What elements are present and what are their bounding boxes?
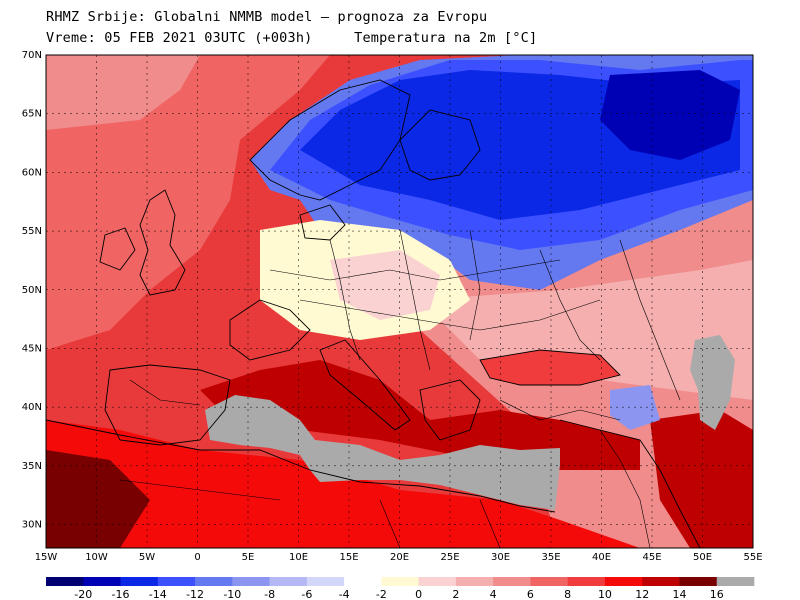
latitude-labels: 70N 65N 60N 55N 50N 45N 40N 35N 30N (22, 50, 42, 531)
longitude-label: 45E (642, 552, 661, 563)
legend-label: -20 (74, 588, 92, 600)
legend-swatch (455, 577, 494, 586)
latitude-label: 40N (22, 402, 42, 413)
alpine-zone (330, 250, 440, 320)
color-legend: -20 -16 -14 -12 -10 -8 -6 -4 -2 0 2 4 6 8 10 12 14 16 (46, 577, 755, 600)
longitude-label: 15E (339, 552, 358, 563)
latitude-label: 65N (22, 109, 42, 120)
mediterranean-hot-zone (200, 360, 640, 470)
north-africa-zone (46, 420, 640, 548)
legend-label: -2 (376, 588, 387, 600)
legend-label: 4 (490, 588, 497, 600)
latitude-label: 60N (22, 167, 42, 178)
longitude-label: 40E (592, 552, 611, 563)
legend-swatch (381, 577, 419, 586)
steppe-zone (420, 260, 753, 400)
extreme-cold-zone (600, 70, 740, 160)
longitude-label: 35E (541, 552, 560, 563)
map-title: RHMZ Srbije: Globalni NMMB model – progn… (46, 9, 488, 25)
latitude-label: 30N (22, 520, 42, 531)
legend-swatch (642, 577, 680, 586)
legend-swatch (567, 577, 606, 586)
legend-label: 16 (710, 588, 724, 600)
legend-label: -14 (149, 588, 167, 600)
legend-label: -12 (186, 588, 204, 600)
latitude-label: 45N (22, 343, 42, 354)
legend-swatch (604, 577, 643, 586)
legend-swatch (306, 577, 345, 586)
latitude-label: 35N (22, 461, 42, 472)
longitude-label: 0 (194, 552, 200, 563)
latitude-label: 55N (22, 226, 42, 237)
legend-label: -4 (339, 588, 350, 600)
caspian-sea (690, 335, 735, 430)
legend-label: 8 (564, 588, 571, 600)
legend-label: -6 (301, 588, 312, 600)
west-africa-hot-zone (46, 450, 150, 548)
black-sea-zone (480, 350, 620, 385)
north-atlantic-zone (46, 55, 200, 130)
longitude-label: 10E (289, 552, 308, 563)
longitude-label: 20E (390, 552, 409, 563)
atlantic-warm-zone (46, 55, 330, 350)
longitude-label: 30E (491, 552, 510, 563)
longitude-label: 50E (693, 552, 712, 563)
legend-label: 2 (452, 588, 459, 600)
legend-label: -16 (112, 588, 130, 600)
longitude-label: 15W (35, 552, 58, 563)
longitude-label: 55E (743, 552, 762, 563)
middle-east-hot-zone (650, 410, 753, 548)
longitude-label: 5E (242, 552, 255, 563)
legend-swatch (83, 577, 121, 586)
latitude-label: 70N (22, 50, 42, 61)
legend-swatch (46, 577, 84, 586)
legend-swatch (195, 577, 233, 586)
legend-label: 6 (527, 588, 534, 600)
legend-label: -10 (223, 588, 241, 600)
legend-swatch (493, 577, 531, 586)
legend-swatch (232, 577, 270, 586)
longitude-label: 5W (139, 552, 155, 563)
legend-swatch (157, 577, 196, 586)
legend-label: 14 (672, 588, 686, 600)
lat-lon-grid (46, 55, 753, 548)
map-field (46, 55, 753, 548)
legend-swatch (716, 577, 755, 586)
legend-swatch (418, 577, 457, 586)
legend-swatch (120, 577, 159, 586)
longitude-label: 10W (85, 552, 108, 563)
longitude-labels: 15W 10W 5W 0 5E 10E 15E 20E 25E 30E 35E 40E 45E 50E 55… (35, 552, 763, 563)
coastlines (46, 79, 701, 548)
legend-label: 12 (635, 588, 649, 600)
map-subtitle: Vreme: 05 FEB 2021 03UTC (+003h) Tempera… (46, 30, 538, 46)
legend-swatch (269, 577, 308, 586)
latitude-label: 50N (22, 285, 42, 296)
caucasus-cold-zone (610, 385, 660, 430)
map-frame (45, 54, 754, 549)
legend-swatch (530, 577, 568, 586)
legend-swatch (344, 577, 382, 586)
legend-label: -8 (264, 588, 275, 600)
legend-label: 10 (598, 588, 612, 600)
legend-swatch (679, 577, 718, 586)
mediterranean-sea (205, 395, 560, 510)
longitude-label: 25E (440, 552, 459, 563)
legend-label: 0 (415, 588, 422, 600)
